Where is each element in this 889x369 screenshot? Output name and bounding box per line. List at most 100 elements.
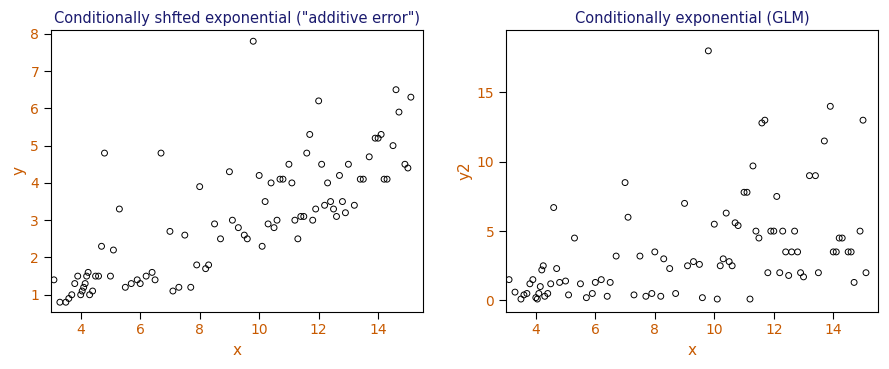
Point — [639, 293, 653, 299]
Point — [172, 284, 186, 290]
Point — [731, 223, 745, 228]
Point — [207, 221, 221, 227]
Point — [154, 150, 168, 156]
Point — [332, 172, 347, 178]
Point — [112, 206, 126, 212]
Point — [392, 109, 406, 115]
Point — [847, 279, 861, 285]
Point — [237, 232, 252, 238]
Point — [859, 270, 873, 276]
Point — [657, 256, 671, 262]
Point — [817, 138, 831, 144]
Point — [83, 292, 97, 298]
Point — [130, 277, 144, 283]
Point — [380, 176, 394, 182]
Point — [276, 176, 290, 182]
Point — [589, 279, 603, 285]
Point — [707, 221, 721, 227]
Point — [377, 176, 391, 182]
Point — [603, 279, 617, 285]
Point — [388, 87, 403, 93]
Point — [374, 131, 388, 137]
Point — [339, 210, 353, 216]
Point — [695, 295, 709, 301]
Point — [618, 180, 632, 186]
Point — [585, 290, 599, 296]
Point — [252, 172, 267, 178]
Point — [752, 235, 766, 241]
Point — [348, 202, 362, 208]
Point — [558, 278, 573, 284]
Point — [567, 235, 581, 241]
Point — [270, 217, 284, 223]
Point — [781, 273, 796, 279]
Point — [853, 228, 867, 234]
Point — [284, 180, 299, 186]
Point — [517, 292, 531, 298]
Point — [600, 293, 614, 299]
Point — [523, 281, 537, 287]
Point — [255, 243, 269, 249]
Point — [648, 249, 662, 255]
Point — [356, 176, 371, 182]
Point — [773, 270, 787, 276]
Y-axis label: y2: y2 — [458, 162, 472, 180]
Point — [508, 289, 522, 295]
Point — [538, 293, 552, 299]
Point — [677, 200, 692, 206]
Point — [317, 202, 332, 208]
Point — [529, 295, 543, 301]
Point — [74, 292, 88, 298]
Point — [202, 262, 216, 268]
Point — [562, 292, 576, 298]
Point — [755, 120, 769, 126]
Point — [645, 290, 659, 296]
Point — [594, 277, 608, 283]
Y-axis label: y: y — [11, 166, 26, 175]
Point — [184, 284, 198, 290]
Point — [746, 163, 760, 169]
Point — [193, 184, 207, 190]
Point — [258, 199, 272, 204]
Point — [580, 295, 594, 301]
Point — [743, 296, 757, 302]
Point — [118, 284, 132, 290]
Point — [198, 266, 212, 272]
Title: Conditionally shfted exponential ("additive error"): Conditionally shfted exponential ("addit… — [54, 11, 420, 26]
Point — [728, 220, 742, 226]
Point — [532, 290, 546, 296]
Point — [231, 225, 245, 231]
Point — [530, 296, 544, 302]
Point — [761, 270, 775, 276]
Point — [808, 173, 822, 179]
Point — [282, 161, 296, 167]
Point — [94, 243, 108, 249]
Point — [368, 135, 382, 141]
Point — [302, 131, 316, 137]
Point — [520, 290, 534, 296]
Point — [609, 253, 623, 259]
Point — [573, 281, 588, 287]
Point — [59, 299, 73, 305]
Point — [823, 103, 837, 109]
Point — [324, 199, 338, 204]
Point — [669, 290, 683, 296]
Point — [686, 259, 701, 265]
Point — [404, 94, 418, 100]
Point — [306, 217, 320, 223]
Point — [701, 48, 716, 54]
Point — [832, 235, 846, 241]
Point — [288, 217, 302, 223]
Point — [779, 249, 793, 255]
Point — [841, 249, 855, 255]
Point — [835, 235, 849, 241]
Point — [311, 98, 325, 104]
Point — [79, 273, 93, 279]
Point — [139, 273, 153, 279]
Point — [401, 165, 415, 171]
Point — [790, 249, 805, 255]
X-axis label: x: x — [687, 343, 696, 358]
Point — [52, 299, 67, 305]
Point — [353, 176, 367, 182]
Point — [844, 249, 858, 255]
